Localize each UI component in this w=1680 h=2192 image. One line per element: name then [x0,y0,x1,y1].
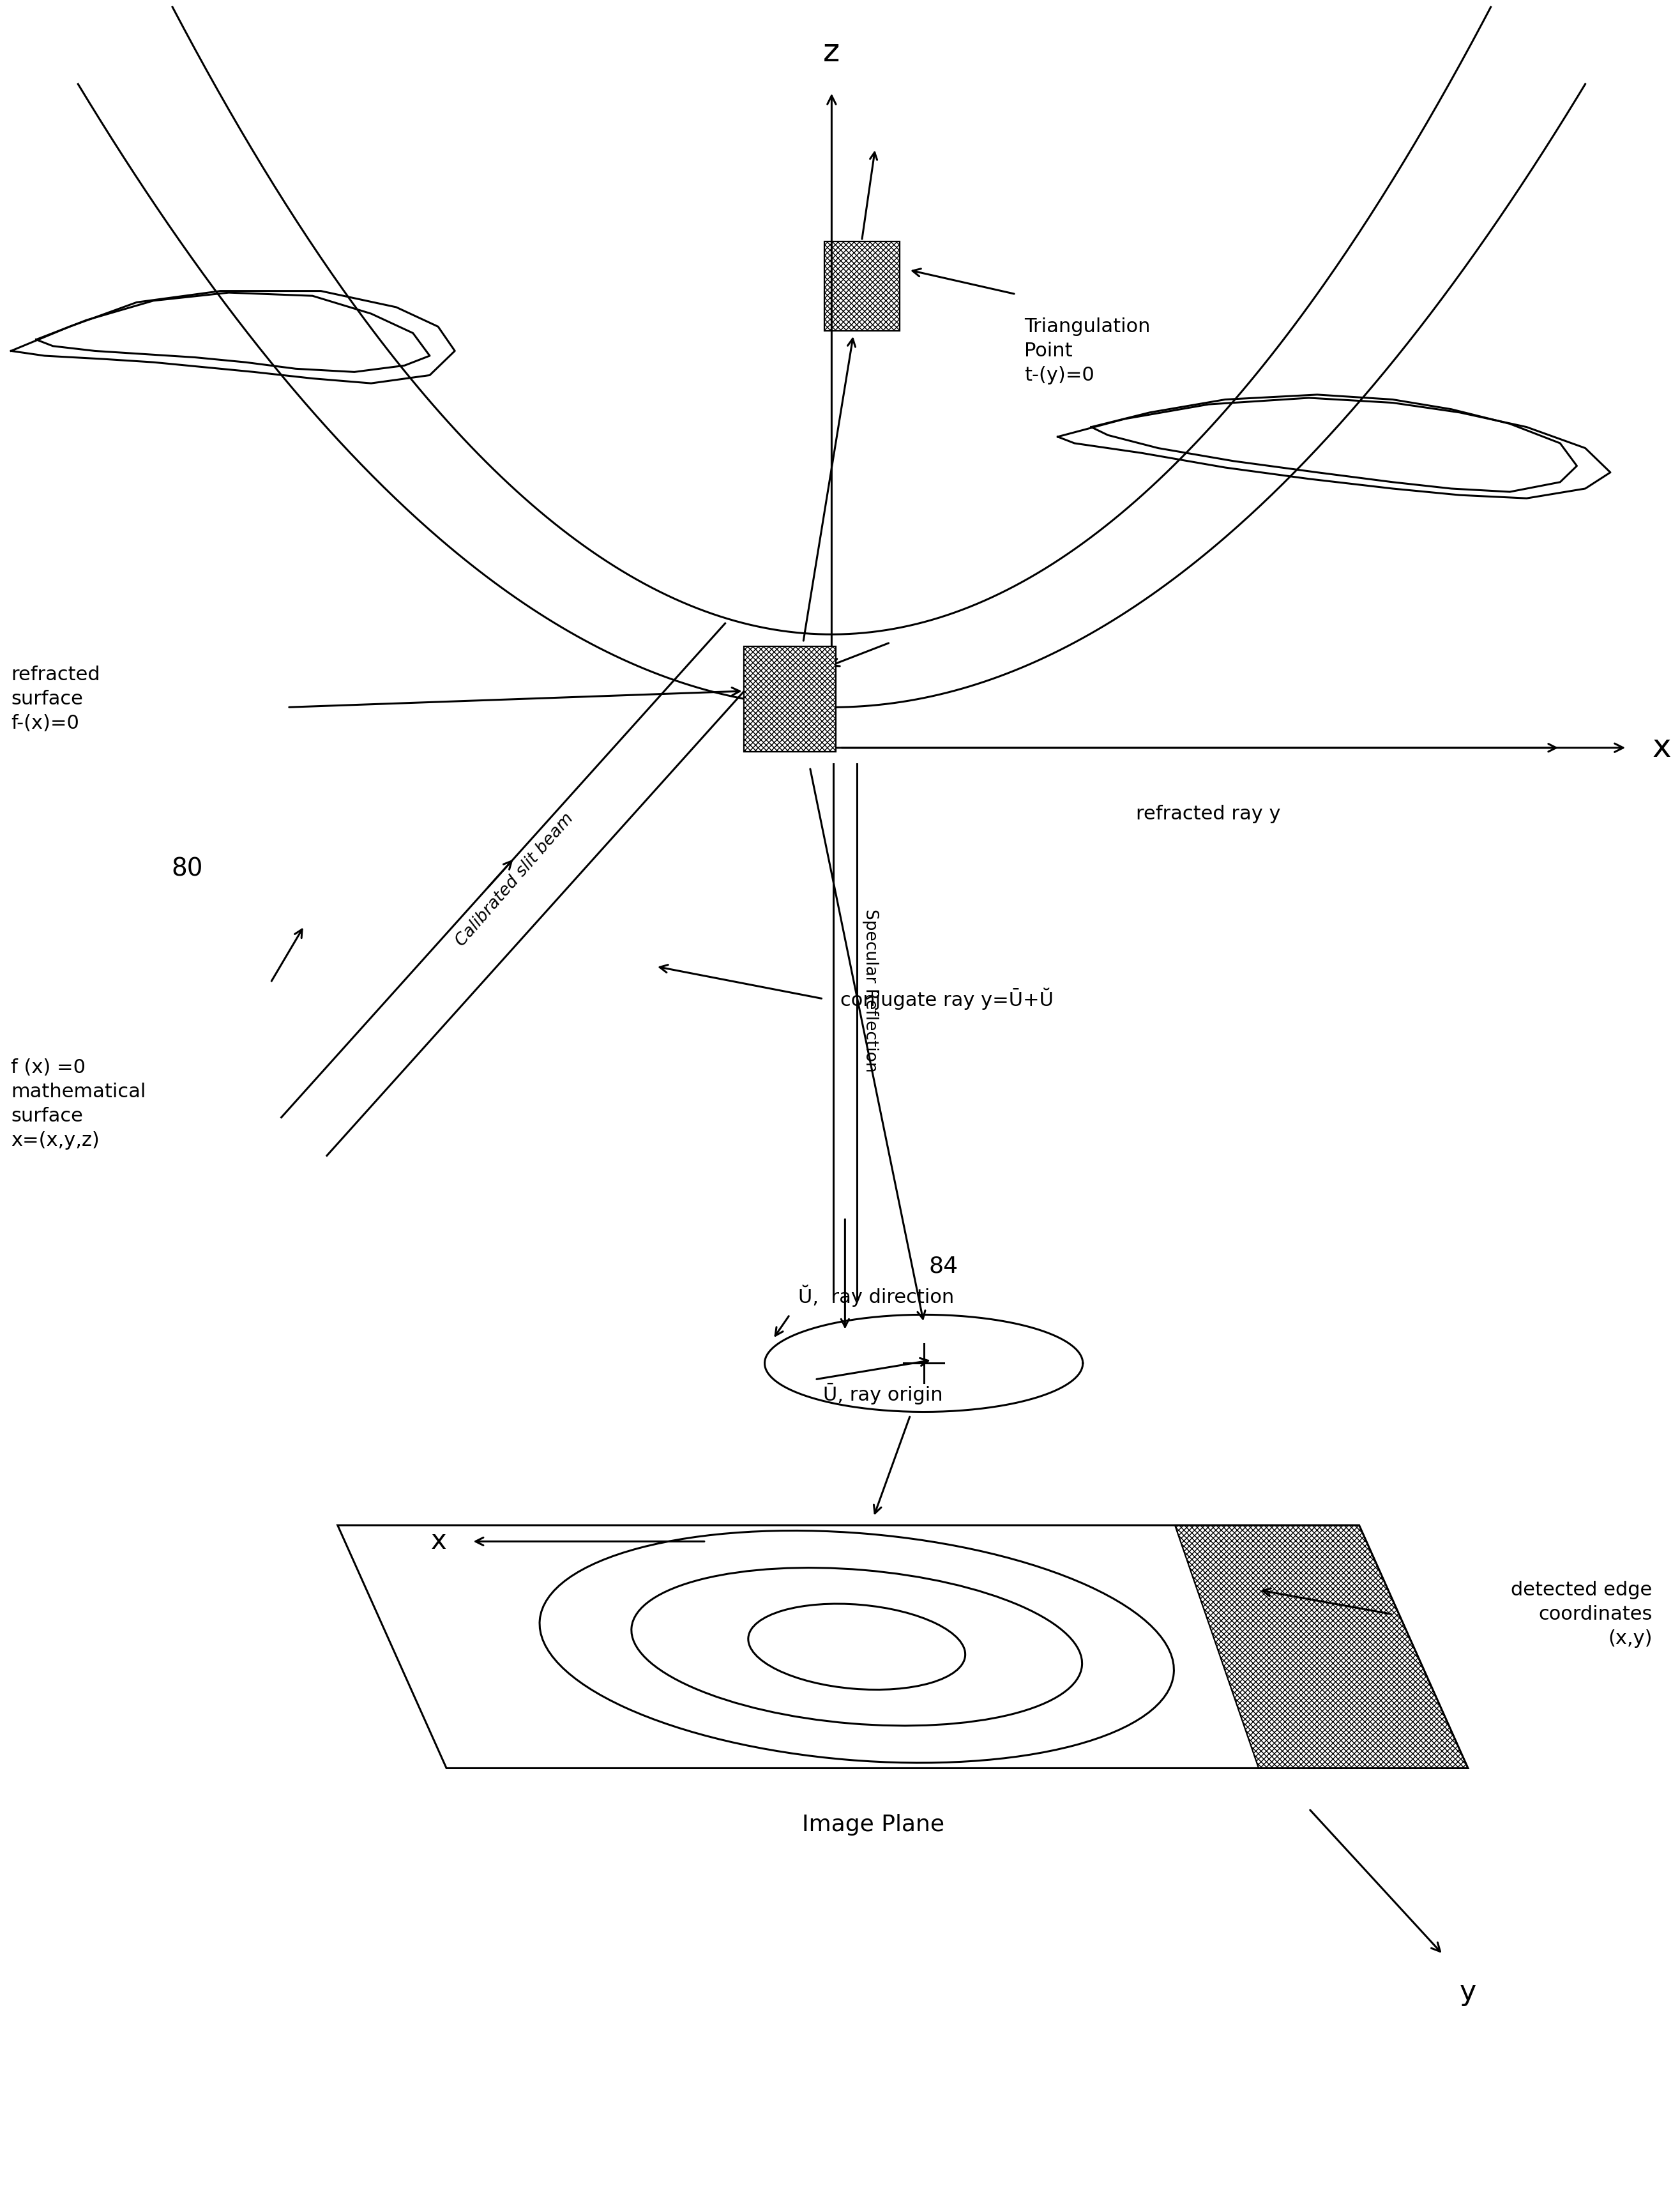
Text: refracted ray y: refracted ray y [1136,804,1280,822]
Text: Triangulation
Point
t-(y)=0: Triangulation Point t-(y)=0 [1025,318,1151,384]
Text: refracted
surface
f-(x)=0: refracted surface f-(x)=0 [12,666,101,732]
Text: 80: 80 [171,857,203,881]
Text: Image Plane: Image Plane [803,1815,944,1835]
Polygon shape [338,1526,1468,1769]
Text: x: x [430,1528,447,1554]
Text: Ū, ray origin: Ū, ray origin [823,1383,942,1405]
Text: Specular Reflection: Specular Reflection [862,910,879,1072]
Text: detected edge
coordinates
(x,y): detected edge coordinates (x,y) [1510,1580,1651,1648]
Text: Ŭ,  ray direction: Ŭ, ray direction [798,1285,954,1306]
Text: z: z [823,37,840,68]
Polygon shape [744,647,837,752]
Text: 84: 84 [929,1256,958,1278]
Text: f (x) =0
mathematical
surface
x=(x,y,z): f (x) =0 mathematical surface x=(x,y,z) [12,1059,146,1151]
Text: Calibrated slit beam: Calibrated slit beam [452,811,576,949]
Text: conjugate ray y=Ū+Ŭ: conjugate ray y=Ū+Ŭ [840,989,1053,1011]
Text: y: y [1460,1979,1477,2006]
Text: x: x [1651,732,1672,763]
